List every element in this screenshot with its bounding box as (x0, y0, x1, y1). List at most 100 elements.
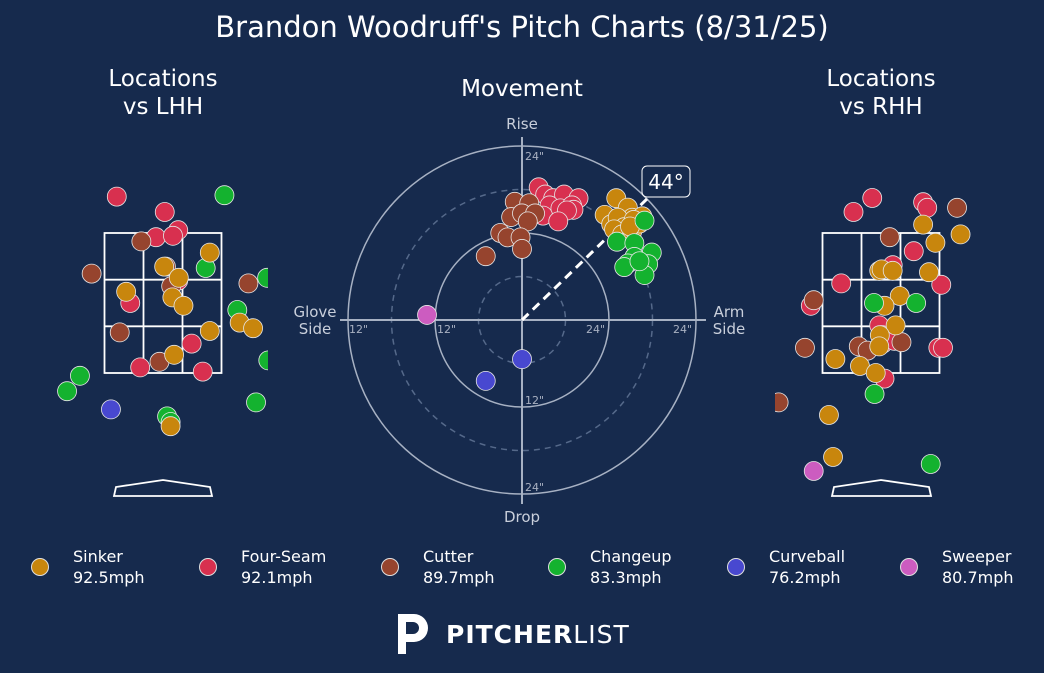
pitch-point-sinker (154, 256, 175, 277)
pitch-point-cutter (803, 290, 824, 311)
legend-name-changeup: Changeup (590, 547, 672, 566)
pitch-point-fourseam (181, 333, 202, 354)
pitch-point-cutter (795, 337, 815, 358)
pitch-point-cutter (947, 197, 967, 218)
pitch-point-fourseam (862, 188, 883, 208)
tick-label-glove-24: 12" (349, 323, 368, 336)
pitch-point-cutter (131, 231, 152, 252)
arm-side-label-line2: Side (713, 320, 745, 338)
movement-title: Movement (461, 76, 583, 102)
pitch-point-sinker (825, 349, 846, 369)
pitch-point-cutter (879, 227, 900, 248)
pitch-point-cutter (238, 273, 259, 294)
pitch-point-fourseam (931, 274, 952, 295)
pitch-point-sinker (199, 242, 220, 263)
pitch-point-sinker (160, 416, 181, 437)
lhh-title-line1: Locations (108, 66, 217, 92)
lhh-panel: Locations vs LHH (57, 66, 268, 497)
tick-label-arm-12: 24" (586, 323, 605, 336)
legend-name-curveball: Curveball (769, 547, 846, 566)
pitch-point-changeup (920, 454, 941, 474)
legend-name-cutter: Cutter (423, 547, 474, 566)
pitch-point-changeup (57, 381, 77, 402)
tick-label-arm-24: 24" (673, 323, 692, 336)
pitch-point-sinker (913, 214, 934, 235)
pitch-point-fourseam (903, 241, 924, 262)
legend-velo-fourseam: 92.1mph (241, 568, 313, 587)
pitch-point-cutter (81, 263, 102, 284)
arm-angle-box (641, 165, 691, 198)
movement-point-sweeper (417, 305, 437, 325)
pitch-point-sinker (865, 363, 886, 383)
legend-velo-cutter: 89.7mph (423, 568, 495, 587)
movement-points (417, 177, 662, 391)
movement-point-cutter (512, 239, 532, 259)
legend-name-sweeper: Sweeper (942, 547, 1012, 566)
legend-swatch-curveball (727, 558, 745, 576)
pitch-point-cutter (775, 392, 789, 413)
pitch-point-fourseam (917, 197, 938, 218)
pitch-point-sinker (243, 318, 263, 339)
legend-item-fourseam: Four-Seam 92.1mph (199, 546, 326, 588)
tick-label-rise-24: 24" (525, 150, 544, 163)
glove-side-label-line2: Side (299, 320, 331, 338)
pitch-point-sinker (199, 321, 220, 341)
pitch-point-sinker (882, 260, 903, 281)
tick-label-drop-12: 12" (525, 394, 544, 407)
legend: Sinker 92.5mph Four-Seam 92.1mph Cutter 89.… (0, 546, 1044, 596)
glove-side-label-line1: Glove (293, 303, 336, 321)
legend-swatch-fourseam (199, 558, 217, 576)
movement-panel: Movement Rise Drop Glove Side Arm Side 2… (293, 76, 745, 526)
tick-label-drop-24: 24" (525, 481, 544, 494)
chart-title: Brandon Woodruff's Pitch Charts (8/31/25… (215, 10, 829, 44)
legend-velo-sweeper: 80.7mph (942, 568, 1014, 587)
arm-angle-label: 44° (648, 170, 683, 194)
pitch-point-sinker (919, 262, 939, 283)
arm-side-label-line1: Arm (714, 303, 745, 321)
pitch-point-fourseam (154, 202, 175, 222)
rhh-panel: Locations vs RHH (775, 66, 971, 497)
pitch-point-fourseam (831, 273, 852, 294)
legend-item-cutter: Cutter 89.7mph (381, 546, 495, 588)
pitch-point-sinker (164, 344, 185, 365)
home-plate-lhh (112, 479, 214, 497)
brand-text-strong: PITCHER (446, 619, 574, 649)
legend-swatch-changeup (548, 558, 566, 576)
pitch-point-sweeper (803, 461, 824, 481)
legend-swatch-sweeper (900, 558, 918, 576)
legend-velo-changeup: 83.3mph (590, 568, 662, 587)
legend-swatch-cutter (381, 558, 399, 576)
rhh-title-line1: Locations (826, 66, 935, 92)
pitch-point-curveball (101, 399, 121, 420)
pitch-point-fourseam (933, 337, 953, 358)
legend-velo-curveball: 76.2mph (769, 568, 841, 587)
pitch-point-changeup (257, 267, 268, 288)
movement-point-changeup (607, 231, 627, 252)
tick-label-glove-12: 12" (437, 323, 456, 336)
legend-item-sweeper: Sweeper 80.7mph (900, 546, 1014, 588)
movement-point-cutter (475, 246, 496, 267)
pitcherlist-logo: PITCHER LIST (394, 612, 630, 656)
home-plate-rhh (830, 479, 933, 497)
legend-name-fourseam: Four-Seam (241, 547, 327, 566)
pitch-point-fourseam (192, 361, 213, 382)
legend-name-sinker: Sinker (73, 547, 123, 566)
drop-label: Drop (504, 508, 540, 526)
pitch-point-cutter (891, 332, 912, 353)
pitch-point-sinker (885, 315, 906, 336)
pitch-point-changeup (906, 293, 926, 313)
movement-point-curveball (475, 370, 496, 391)
pitch-point-changeup (864, 293, 884, 313)
pitch-point-changeup (70, 365, 90, 386)
pitch-point-sinker (869, 336, 890, 357)
movement-point-changeup (629, 251, 650, 272)
rise-label: Rise (506, 115, 538, 133)
pitch-point-changeup (258, 350, 268, 371)
pitch-point-sinker (819, 405, 839, 425)
legend-item-curveball: Curveball 76.2mph (727, 546, 845, 588)
movement-point-fourseam (548, 211, 569, 232)
movement-point-changeup (634, 210, 655, 231)
rhh-points (775, 188, 971, 481)
legend-swatch-sinker (31, 558, 49, 576)
